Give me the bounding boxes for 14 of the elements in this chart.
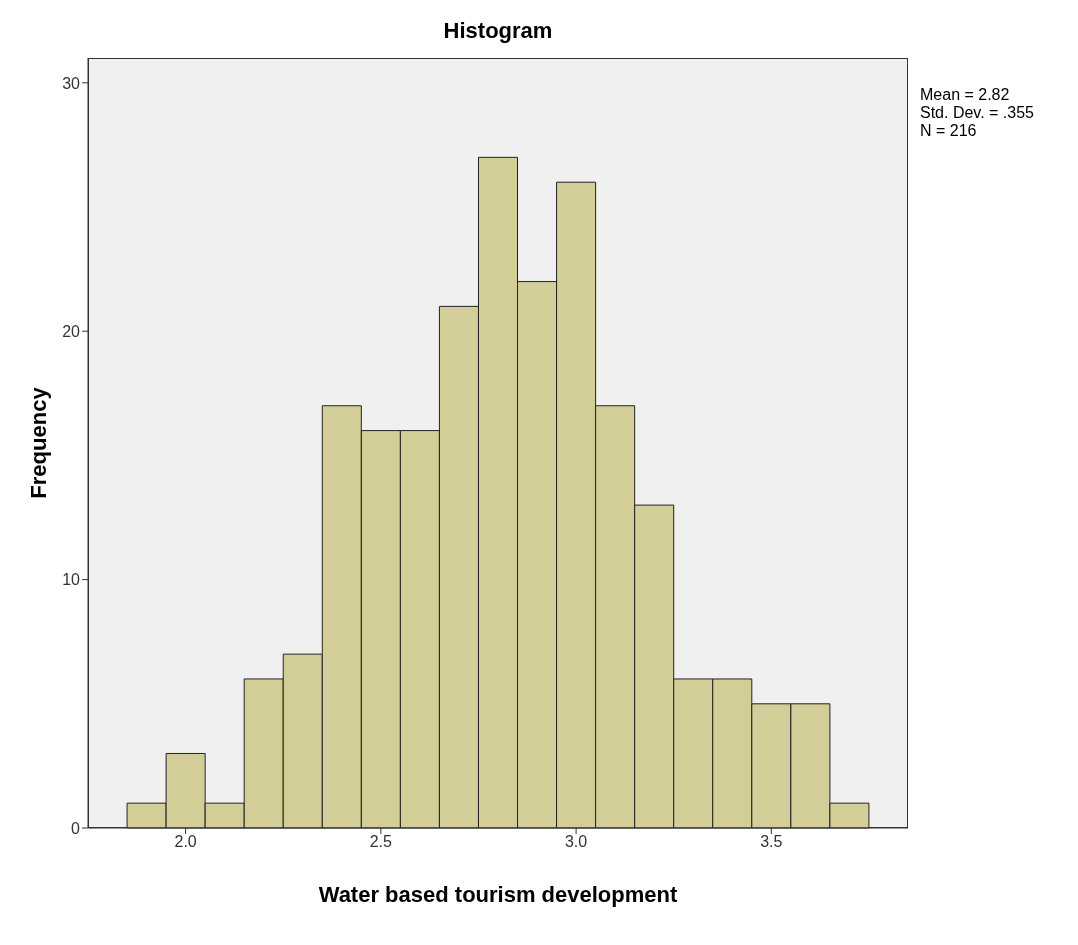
x-tick-label: 3.0 — [564, 833, 588, 851]
y-tick-label: 0 — [71, 819, 81, 837]
text: Mean = 2.82 — [920, 86, 1011, 104]
y-tick-label: 30 — [62, 74, 81, 92]
x-tick-label: 2.0 — [174, 833, 197, 851]
text: N = 216 — [920, 122, 978, 140]
y-axis-title: Frequency — [25, 386, 51, 499]
text: Std. Dev. = .355 — [920, 104, 1034, 122]
x-axis-title: Water based tourism development — [318, 881, 678, 907]
chart-title: Histogram — [442, 18, 554, 44]
x-tick-label: 3.5 — [760, 833, 783, 851]
y-tick-label: 20 — [62, 322, 81, 340]
x-tick-label: 2.5 — [369, 833, 393, 851]
y-tick-label: 10 — [62, 571, 81, 589]
